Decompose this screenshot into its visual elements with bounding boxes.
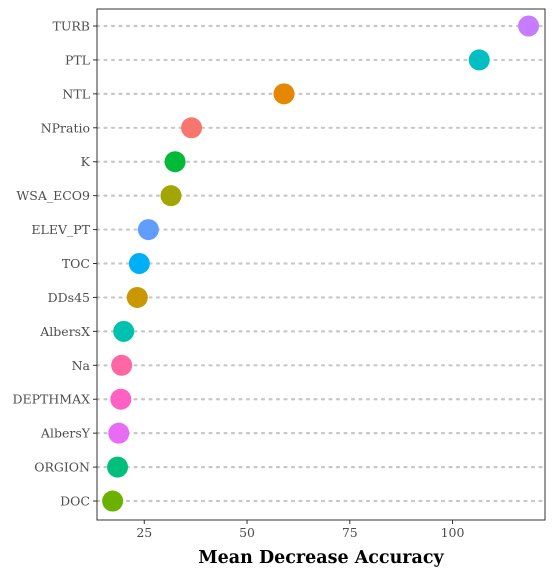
data-point — [111, 354, 133, 376]
y-axis-labels: TURB PTL NTL NPratio K WSA_ECO9 ELEV_PT TOC DDs4… — [12, 19, 97, 509]
y-tick-label: TURB — [53, 19, 90, 34]
y-tick-label: K — [81, 154, 91, 169]
y-tick-label: NTL — [62, 86, 90, 101]
x-tick-label: 25 — [136, 525, 152, 540]
data-point — [137, 219, 159, 241]
data-point — [164, 151, 186, 173]
y-tick-label: DEPTHMAX — [12, 392, 90, 407]
data-point — [113, 320, 135, 342]
data-point — [181, 117, 203, 139]
y-tick-label: DOC — [60, 494, 90, 509]
data-point — [518, 15, 540, 37]
data-point — [160, 185, 182, 207]
y-tick-label: DDs45 — [48, 290, 90, 305]
y-tick-label: TOC — [62, 256, 90, 271]
y-tick-label: AlbersY — [40, 426, 91, 441]
y-tick-label: ELEV_PT — [31, 222, 90, 237]
x-tick-label: 100 — [441, 525, 465, 540]
data-point — [110, 388, 132, 410]
data-point — [108, 422, 130, 444]
data-point — [128, 253, 150, 275]
y-tick-label: NPratio — [41, 120, 90, 135]
y-tick-label: AlbersX — [39, 324, 90, 339]
data-point — [273, 83, 295, 105]
data-point — [102, 490, 124, 512]
data-point — [107, 456, 129, 478]
data-point — [468, 49, 490, 71]
x-axis-title: Mean Decrease Accuracy — [198, 548, 444, 568]
y-tick-label: PTL — [65, 52, 90, 67]
x-axis-ticks: 25 50 75 100 — [136, 520, 464, 540]
y-tick-label: ORGION — [34, 460, 90, 475]
plot-panel-border — [96, 8, 546, 521]
data-points — [102, 15, 540, 512]
y-tick-label: WSA_ECO9 — [16, 188, 90, 203]
data-point — [126, 286, 148, 308]
y-tick-label: Na — [72, 358, 91, 373]
gridlines — [95, 24, 547, 503]
x-tick-label: 50 — [239, 525, 255, 540]
x-tick-label: 75 — [342, 525, 358, 540]
